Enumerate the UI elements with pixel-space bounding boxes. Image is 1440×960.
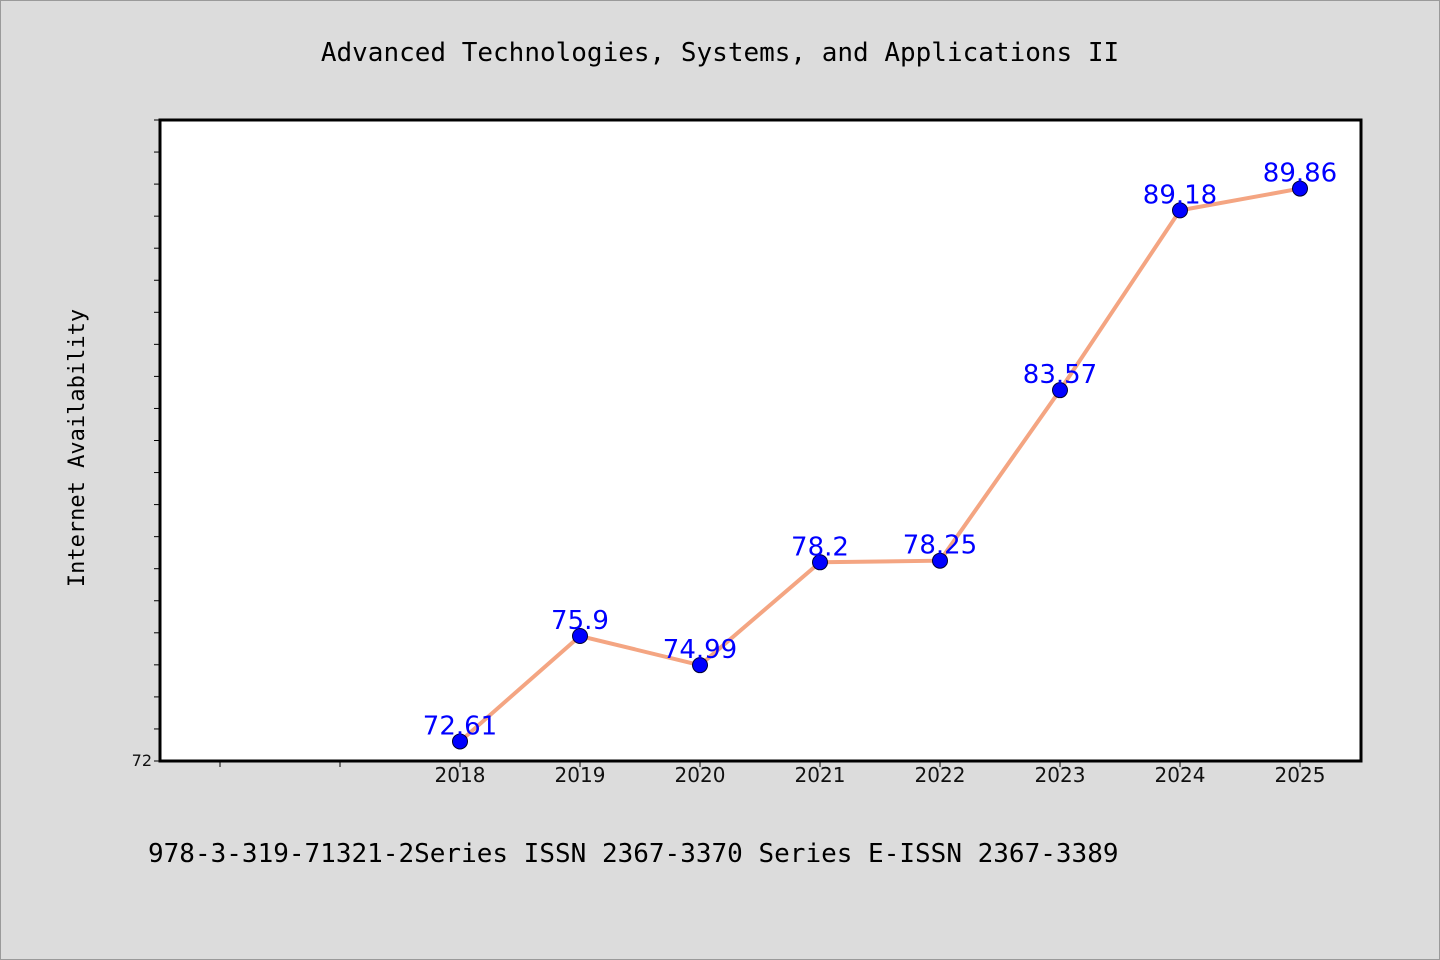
series-line xyxy=(458,186,1301,743)
data-label: 75.9 xyxy=(551,606,609,636)
data-point xyxy=(1052,382,1068,399)
data-point xyxy=(1292,180,1308,197)
data-label: 74.99 xyxy=(663,635,737,665)
data-label: 89.18 xyxy=(1143,180,1217,210)
y-axis-label: Internet Availability xyxy=(65,309,90,587)
data-labels: 72.61 75.9 74.99 78.2 78.25 83.57 89.18 89.86 xyxy=(423,159,1337,742)
data-label: 78.2 xyxy=(791,532,849,562)
data-point xyxy=(572,628,588,645)
x-axis-ticks xyxy=(219,761,1301,767)
y-axis-ticks xyxy=(154,119,160,762)
data-point xyxy=(452,733,468,750)
x-tick-label: 2025 xyxy=(1275,763,1326,787)
data-label: 72.61 xyxy=(423,711,497,741)
data-point xyxy=(1172,202,1188,219)
data-point xyxy=(692,657,708,674)
chart-title: Advanced Technologies, Systems, and Appl… xyxy=(321,38,1119,68)
x-tick-label: 2024 xyxy=(1155,763,1206,787)
data-point xyxy=(812,554,828,571)
x-tick-label: 2022 xyxy=(915,763,966,787)
y-tick-label: 72 xyxy=(132,751,152,770)
data-label: 89.86 xyxy=(1263,159,1337,189)
x-tick-label: 2023 xyxy=(1035,763,1086,787)
x-tick-label: 2019 xyxy=(555,763,606,787)
x-tick-label: 2018 xyxy=(435,763,486,787)
data-label: 83.57 xyxy=(1023,360,1097,390)
data-label: 78.25 xyxy=(903,531,977,561)
x-tick-label: 2021 xyxy=(795,763,846,787)
data-point xyxy=(932,552,948,569)
x-tick-label: 2020 xyxy=(675,763,726,787)
series-markers xyxy=(452,180,1308,750)
plot-area xyxy=(158,118,1363,763)
footer-isbn-text: 978-3-319-71321-2Series ISSN 2367-3370 S… xyxy=(148,839,1119,869)
x-tick-labels: 2018 2019 2020 2021 2022 2023 2024 2025 xyxy=(435,763,1326,787)
